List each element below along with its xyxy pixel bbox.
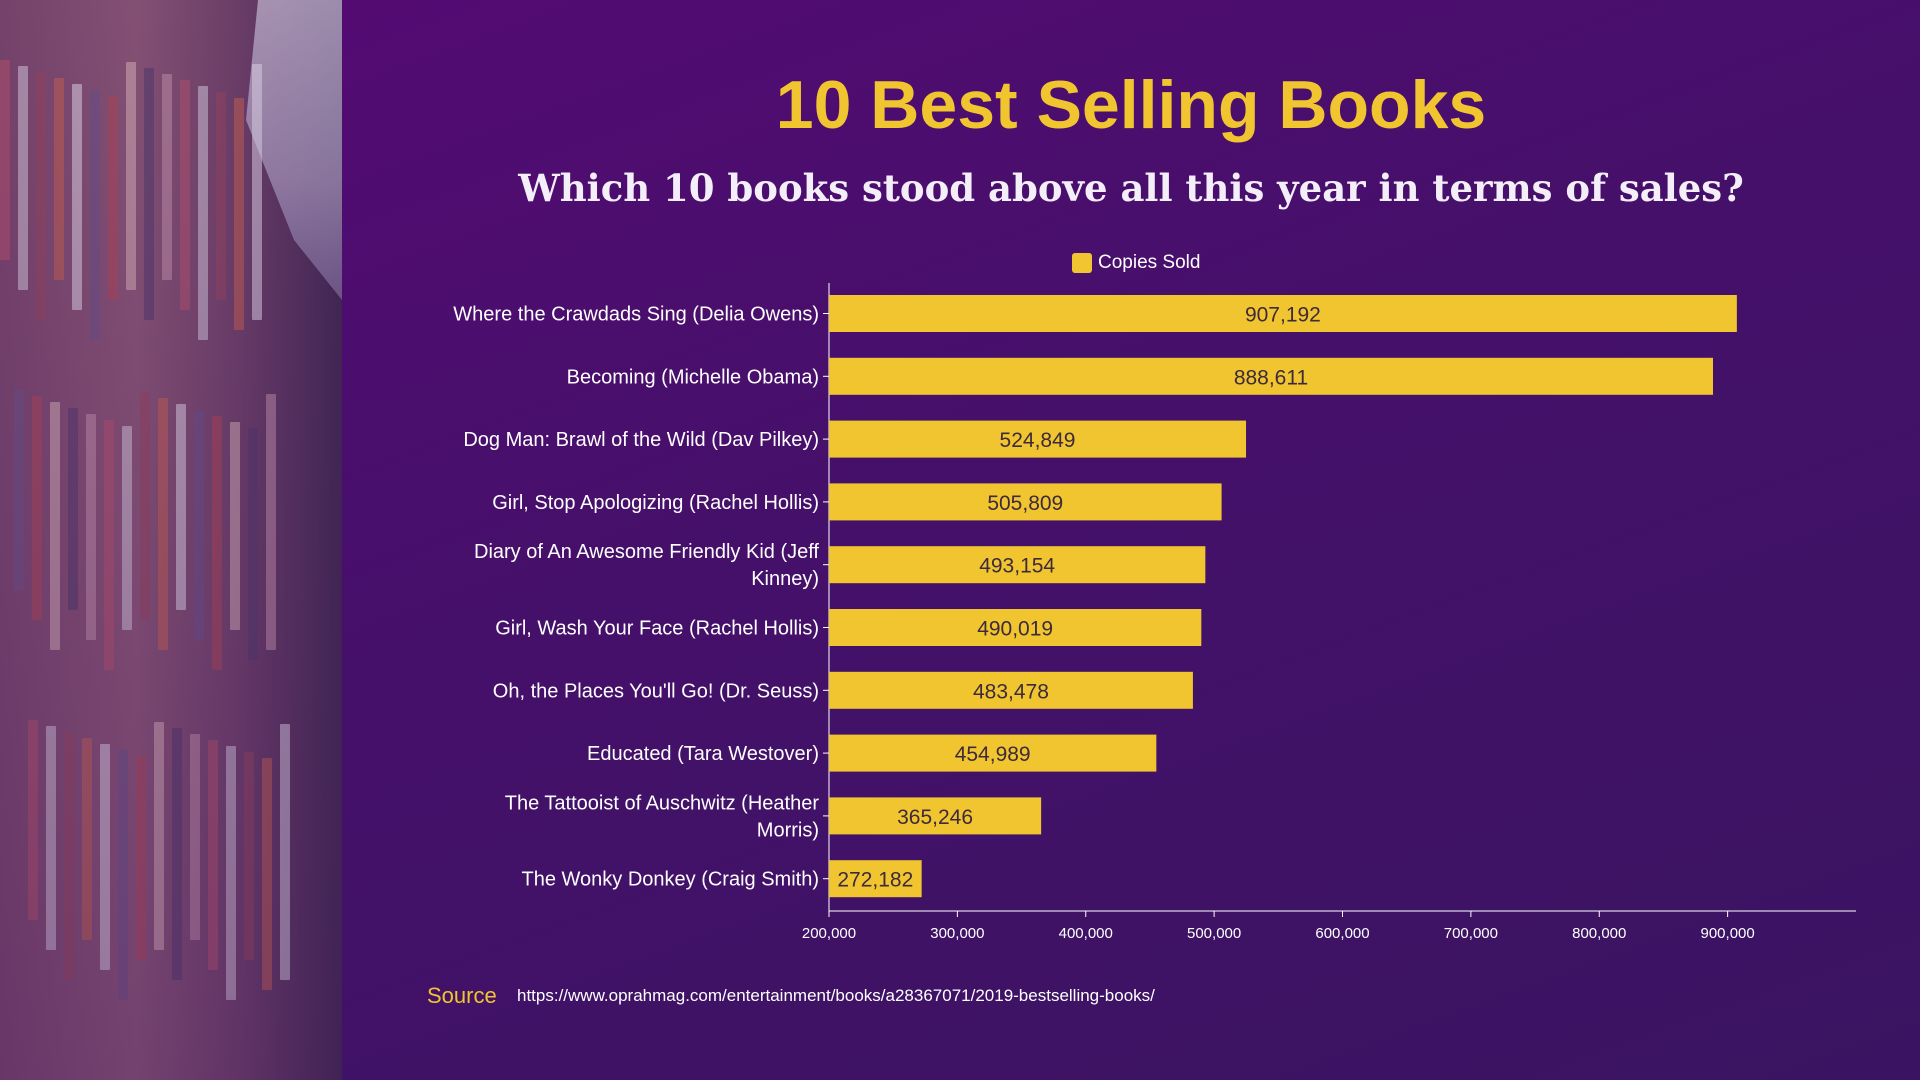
bar <box>829 420 1247 458</box>
book-spine <box>180 80 190 310</box>
book-spine <box>230 422 240 630</box>
book-spine <box>126 62 136 290</box>
book-spine <box>0 60 10 260</box>
book-spine <box>212 416 222 670</box>
x-tick-label: 400,000 <box>1059 925 1113 942</box>
category-label: Girl, Wash Your Face (Rachel Hollis) <box>495 618 819 640</box>
book-spine <box>266 394 276 650</box>
book-spine <box>252 64 262 320</box>
bar <box>829 671 1193 709</box>
book-spine <box>162 74 172 280</box>
book-spine <box>64 732 74 980</box>
book-spine <box>28 720 38 920</box>
category-label: Becoming (Michelle Obama) <box>567 366 819 388</box>
photo-tint <box>0 0 342 1080</box>
bar-value-label: 272,182 <box>837 869 913 892</box>
book-spine <box>176 404 186 610</box>
category-label: Oh, the Places You'll Go! (Dr. Seuss) <box>493 680 819 702</box>
bar <box>829 483 1222 521</box>
x-tick-label: 500,000 <box>1187 925 1241 942</box>
bar <box>829 546 1206 584</box>
bookshelf-photo <box>0 0 342 1080</box>
bar-value-label: 454,989 <box>955 743 1031 766</box>
chart-legend: Copies Sold <box>1072 252 1200 274</box>
book-spine <box>280 724 290 980</box>
legend-swatch <box>1072 253 1092 273</box>
book-spine <box>216 92 226 300</box>
category-label: Morris) <box>757 819 819 841</box>
book-spine <box>90 90 100 340</box>
category-label: Kinney) <box>751 568 819 590</box>
source-label: Source <box>427 983 497 1008</box>
book-spine <box>68 408 78 610</box>
bar-value-label: 888,611 <box>1234 366 1308 389</box>
book-spine <box>100 744 110 970</box>
book-spine <box>154 722 164 950</box>
category-label: Where the Crawdads Sing (Delia Owens) <box>453 304 819 326</box>
book-spine <box>136 756 146 960</box>
category-label: The Tattooist of Auschwitz (Heather <box>505 792 820 814</box>
book-spine <box>198 86 208 340</box>
category-label: Girl, Stop Apologizing (Rachel Hollis) <box>492 492 819 514</box>
source-url[interactable]: https://www.oprahmag.com/entertainment/b… <box>517 986 1155 1005</box>
book-spine <box>194 410 204 640</box>
book-spine <box>244 752 254 960</box>
x-tick-label: 700,000 <box>1444 925 1498 942</box>
bar <box>829 609 1202 646</box>
category-label: Diary of An Awesome Friendly Kid (Jeff <box>474 541 819 563</box>
x-tick-label: 900,000 <box>1701 925 1755 942</box>
bar-value-label: 907,192 <box>1245 304 1321 327</box>
page-title: 10 Best Selling Books <box>775 67 1487 143</box>
bar-value-label: 490,019 <box>977 618 1053 641</box>
bar <box>829 797 1042 835</box>
bar <box>829 295 1737 332</box>
x-tick-label: 800,000 <box>1572 925 1626 942</box>
book-spine <box>50 402 60 650</box>
category-label: Educated (Tara Westover) <box>587 743 819 765</box>
book-spine <box>18 66 28 290</box>
book-spine <box>140 392 150 620</box>
book-spine <box>234 98 244 330</box>
book-spine <box>190 734 200 940</box>
book-spine <box>262 758 272 990</box>
book-spine <box>144 68 154 320</box>
bar-value-label: 493,154 <box>979 555 1055 578</box>
book-spine <box>86 414 96 640</box>
bar-value-label: 365,246 <box>897 806 973 829</box>
book-spine <box>226 746 236 1000</box>
book-spine <box>32 396 42 620</box>
book-spine <box>108 96 118 300</box>
x-tick-label: 300,000 <box>930 925 984 942</box>
book-spine <box>248 428 258 660</box>
book-spine <box>122 426 132 630</box>
book-spine <box>46 726 56 950</box>
bar-value-label: 524,849 <box>1000 429 1076 452</box>
book-spine <box>54 78 64 280</box>
x-tick-label: 600,000 <box>1315 925 1369 942</box>
book-spine <box>72 84 82 310</box>
book-spine <box>14 390 24 590</box>
bar-value-label: 505,809 <box>987 492 1063 515</box>
category-label: The Wonky Donkey (Craig Smith) <box>522 869 820 891</box>
bar <box>829 357 1714 395</box>
book-spine <box>118 750 128 1000</box>
page-subtitle: Which 10 books stood above all this year… <box>518 166 1744 210</box>
book-spine <box>208 740 218 970</box>
x-tick-label: 200,000 <box>802 925 856 942</box>
category-label: Dog Man: Brawl of the Wild (Dav Pilkey) <box>463 429 819 451</box>
bar <box>829 860 922 898</box>
legend-label: Copies Sold <box>1098 252 1201 273</box>
book-spine <box>104 420 114 670</box>
book-spine <box>82 738 92 940</box>
bar <box>829 734 1157 772</box>
book-spine <box>158 398 168 650</box>
book-spine <box>172 728 182 980</box>
book-spine <box>36 72 46 320</box>
bar-value-label: 483,478 <box>973 680 1049 703</box>
